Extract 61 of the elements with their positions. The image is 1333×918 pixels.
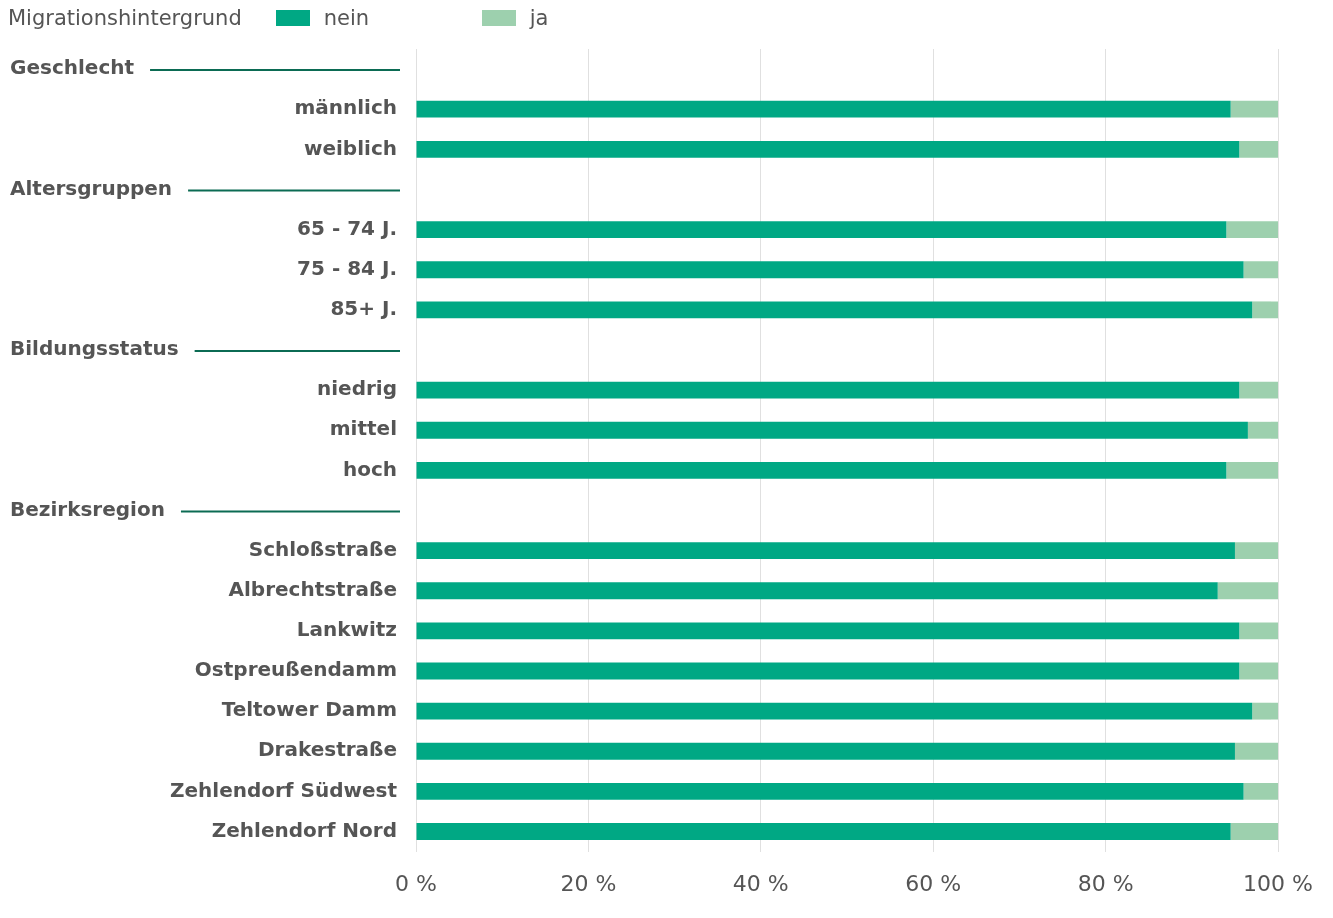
legend-label: ja xyxy=(529,6,549,30)
y-tick-label: Zehlendorf Südwest xyxy=(169,777,398,802)
bar xyxy=(1239,140,1279,158)
x-tick-label: 60 % xyxy=(905,870,962,896)
bar xyxy=(416,461,1227,479)
bar xyxy=(1243,261,1279,279)
x-tick-label: 20 % xyxy=(560,870,617,896)
y-tick-label: 75 - 84 J. xyxy=(297,255,397,280)
bar xyxy=(416,582,1218,600)
bar xyxy=(416,140,1240,158)
bar xyxy=(1226,221,1279,239)
bar xyxy=(1252,301,1279,319)
y-tick-label: Albrechtstraße xyxy=(228,576,397,601)
bar xyxy=(1239,662,1279,680)
bar xyxy=(416,742,1235,760)
bar xyxy=(1234,742,1279,760)
bar xyxy=(1230,823,1279,840)
y-tick-label: männlich xyxy=(294,95,397,120)
bar xyxy=(416,261,1244,279)
x-tick-label: 0 % xyxy=(395,870,437,896)
bar xyxy=(416,100,1231,118)
bar xyxy=(1217,582,1279,600)
bar xyxy=(416,421,1248,439)
bar xyxy=(1247,421,1279,439)
text: Altersgruppen xyxy=(10,175,173,200)
y-tick-label: weiblich xyxy=(303,135,397,160)
bar xyxy=(416,542,1235,560)
text: Geschlecht xyxy=(10,55,135,80)
bar xyxy=(416,823,1231,840)
text: Bildungsstatus xyxy=(10,336,179,361)
bar xyxy=(416,702,1253,720)
x-tick-label: 80 % xyxy=(1077,870,1134,896)
legend-title: Migrationshintergrund xyxy=(8,6,242,30)
bar xyxy=(416,381,1240,399)
bar xyxy=(416,221,1227,239)
y-tick-label: Schloßstraße xyxy=(248,536,397,561)
bar xyxy=(416,301,1253,319)
x-tick-label: 40 % xyxy=(732,870,789,896)
bar xyxy=(1252,702,1279,720)
bar xyxy=(416,662,1240,680)
bar xyxy=(1239,381,1279,399)
legend-label: nein xyxy=(323,6,370,30)
bar xyxy=(1234,542,1279,560)
y-tick-label: Teltower Damm xyxy=(221,697,397,722)
y-tick-label: Lankwitz xyxy=(296,617,397,642)
y-tick-label: mittel xyxy=(329,416,397,441)
bar xyxy=(1239,622,1279,640)
y-tick-label: 85+ J. xyxy=(330,296,397,321)
bar xyxy=(1230,100,1279,118)
bar xyxy=(416,782,1244,800)
y-tick-label: Drakestraße xyxy=(257,737,397,762)
y-tick-label: 65 - 74 J. xyxy=(297,215,397,240)
y-tick-label: niedrig xyxy=(316,376,397,401)
text: Bezirksregion xyxy=(10,496,165,521)
y-tick-label: Ostpreußendamm xyxy=(194,657,397,682)
bar xyxy=(1243,782,1279,800)
x-tick-label: 100 % xyxy=(1243,870,1313,896)
y-tick-label: hoch xyxy=(342,456,397,481)
bar xyxy=(416,622,1240,640)
bar xyxy=(1226,461,1279,479)
y-tick-label: Zehlendorf Nord xyxy=(211,817,397,842)
